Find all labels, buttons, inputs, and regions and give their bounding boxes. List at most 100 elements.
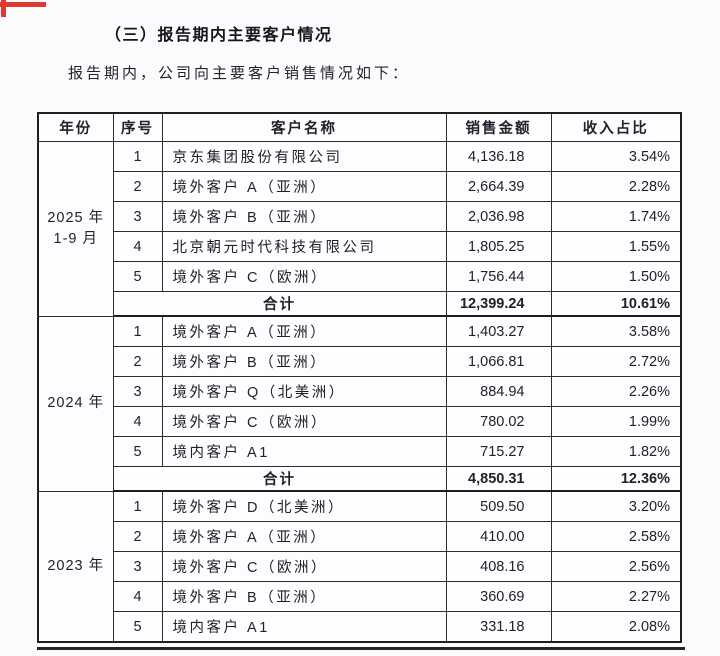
sales-amount-cell: 1,403.27 [445, 315, 552, 347]
row-index-cell: 1 [112, 490, 163, 522]
table-row: 2023 年 1 境外客户 D（北美洲） 509.50 3.20% [37, 490, 682, 643]
table-row: 2025 年 1-9 月 1 京东集团股份有限公司 4,136.18 3.54% [37, 141, 682, 317]
sales-amount-cell: 360.69 [445, 581, 552, 612]
revenue-share-cell: 1.82% [550, 436, 682, 467]
total-row-2025: 合计 12,399.24 10.61% [38, 291, 682, 317]
customer-name-cell: 境外客户 B（亚洲） [161, 201, 447, 232]
header-share: 收入占比 [550, 112, 682, 142]
row-index-cell: 1 [112, 315, 163, 347]
table-row: 4 北京朝元时代科技有限公司 1,805.25 1.55% [38, 231, 682, 262]
section-title: （三）报告期内主要客户情况 [105, 27, 333, 44]
customer-name-cell: 境内客户 A1 [161, 436, 447, 467]
revenue-share-cell: 3.58% [550, 315, 682, 347]
customer-name-cell: 境外客户 C（欧洲） [161, 551, 447, 582]
table-row: 3 境外客户 Q（北美洲） 884.94 2.26% [38, 376, 682, 407]
row-index-cell: 2 [112, 521, 163, 552]
revenue-share-cell: 3.20% [550, 490, 682, 522]
revenue-share-cell: 3.54% [550, 141, 682, 172]
year-line1: 2023 年 [47, 557, 105, 574]
row-index-cell: 5 [112, 611, 163, 643]
header-year: 年份 [37, 112, 114, 142]
customer-name-cell: 境外客户 A（亚洲） [161, 171, 447, 202]
table-bottom-cutoff-line [37, 647, 685, 650]
table-row: 3 境外客户 B（亚洲） 2,036.98 1.74% [38, 201, 682, 232]
revenue-share-cell: 2.56% [550, 551, 682, 582]
customer-name-cell: 境外客户 C（欧洲） [161, 261, 447, 292]
sales-amount-cell: 331.18 [445, 611, 552, 643]
table-row: 2024 年 1 境外客户 A（亚洲） 1,403.27 3.58% [37, 315, 682, 492]
total-share-cell: 12.36% [550, 466, 682, 492]
table-row: 4 境外客户 C（欧洲） 780.02 1.99% [38, 406, 682, 437]
revenue-share-cell: 1.55% [550, 231, 682, 262]
customer-name-cell: 境内客户 A1 [161, 611, 447, 643]
total-label-cell: 合计 [112, 291, 447, 317]
table-row: 5 境内客户 A1 331.18 2.08% [38, 611, 682, 643]
row-index-cell: 1 [112, 141, 163, 172]
intro-text: 报告期内，公司向主要客户销售情况如下： [68, 65, 411, 82]
revenue-share-cell: 2.28% [550, 171, 682, 202]
revenue-share-cell: 1.74% [550, 201, 682, 232]
sales-amount-cell: 2,664.39 [445, 171, 552, 202]
row-index-cell: 3 [112, 551, 163, 582]
sales-amount-cell: 1,066.81 [445, 346, 552, 377]
row-index-cell: 3 [112, 376, 163, 407]
total-amount-cell: 4,850.31 [445, 466, 552, 492]
revenue-share-cell: 1.99% [550, 406, 682, 437]
total-label-cell: 合计 [112, 466, 447, 492]
table-row: 5 境内客户 A1 715.27 1.82% [38, 436, 682, 467]
row-index-cell: 2 [112, 346, 163, 377]
row-index-cell: 2 [112, 171, 163, 202]
revenue-share-cell: 2.26% [550, 376, 682, 407]
row-index-cell: 4 [112, 231, 163, 262]
year-line1: 2025 年 [47, 209, 105, 226]
customer-name-cell: 境外客户 B（亚洲） [161, 346, 447, 377]
customer-name-cell: 境外客户 D（北美洲） [161, 490, 447, 522]
year-cell-2024: 2024 年 [37, 315, 114, 492]
row-index-cell: 5 [112, 261, 163, 292]
row-index-cell: 4 [112, 581, 163, 612]
total-row-2024: 合计 4,850.31 12.36% [38, 466, 682, 492]
red-crop-mark-vertical [1, 0, 6, 17]
header-no: 序号 [112, 112, 163, 142]
revenue-share-cell: 2.72% [550, 346, 682, 377]
customer-name-cell: 境外客户 B（亚洲） [161, 581, 447, 612]
table-row: 4 境外客户 B（亚洲） 360.69 2.27% [38, 581, 682, 612]
table-row: 2 境外客户 B（亚洲） 1,066.81 2.72% [38, 346, 682, 377]
customer-name-cell: 境外客户 Q（北美洲） [161, 376, 447, 407]
sales-amount-cell: 509.50 [445, 490, 552, 522]
sales-amount-cell: 884.94 [445, 376, 552, 407]
total-share-cell: 10.61% [550, 291, 682, 317]
row-index-cell: 5 [112, 436, 163, 467]
table-row: 5 境外客户 C（欧洲） 1,756.44 1.50% [38, 261, 682, 292]
sales-amount-cell: 780.02 [445, 406, 552, 437]
sales-amount-cell: 4,136.18 [445, 141, 552, 172]
customer-name-cell: 境外客户 A（亚洲） [161, 521, 447, 552]
sales-amount-cell: 408.16 [445, 551, 552, 582]
total-amount-cell: 12,399.24 [445, 291, 552, 317]
sales-amount-cell: 1,756.44 [445, 261, 552, 292]
header-amount: 销售金额 [445, 112, 552, 142]
revenue-share-cell: 2.27% [550, 581, 682, 612]
sales-amount-cell: 1,805.25 [445, 231, 552, 262]
row-index-cell: 4 [112, 406, 163, 437]
customer-name-cell: 境外客户 A（亚洲） [161, 315, 447, 347]
sales-amount-cell: 410.00 [445, 521, 552, 552]
revenue-share-cell: 1.50% [550, 261, 682, 292]
revenue-share-cell: 2.58% [550, 521, 682, 552]
table-header-row: 年份 序号 客户名称 销售金额 收入占比 [37, 112, 682, 142]
sales-amount-cell: 2,036.98 [445, 201, 552, 232]
customer-name-cell: 京东集团股份有限公司 [161, 141, 447, 172]
table-row: 3 境外客户 C（欧洲） 408.16 2.56% [38, 551, 682, 582]
red-crop-mark-horizontal [0, 2, 46, 7]
year-cell-2023: 2023 年 [37, 490, 114, 643]
year-line1: 2024 年 [47, 394, 105, 411]
row-index-cell: 3 [112, 201, 163, 232]
customer-name-cell: 北京朝元时代科技有限公司 [161, 231, 447, 262]
table-row: 2 境外客户 A（亚洲） 410.00 2.58% [38, 521, 682, 552]
sales-amount-cell: 715.27 [445, 436, 552, 467]
year-line2: 1-9 月 [53, 230, 98, 247]
customers-table: 年份 序号 客户名称 销售金额 收入占比 2025 年 1-9 月 1 京东集团… [37, 112, 682, 643]
header-customer: 客户名称 [161, 112, 447, 142]
customer-name-cell: 境外客户 C（欧洲） [161, 406, 447, 437]
